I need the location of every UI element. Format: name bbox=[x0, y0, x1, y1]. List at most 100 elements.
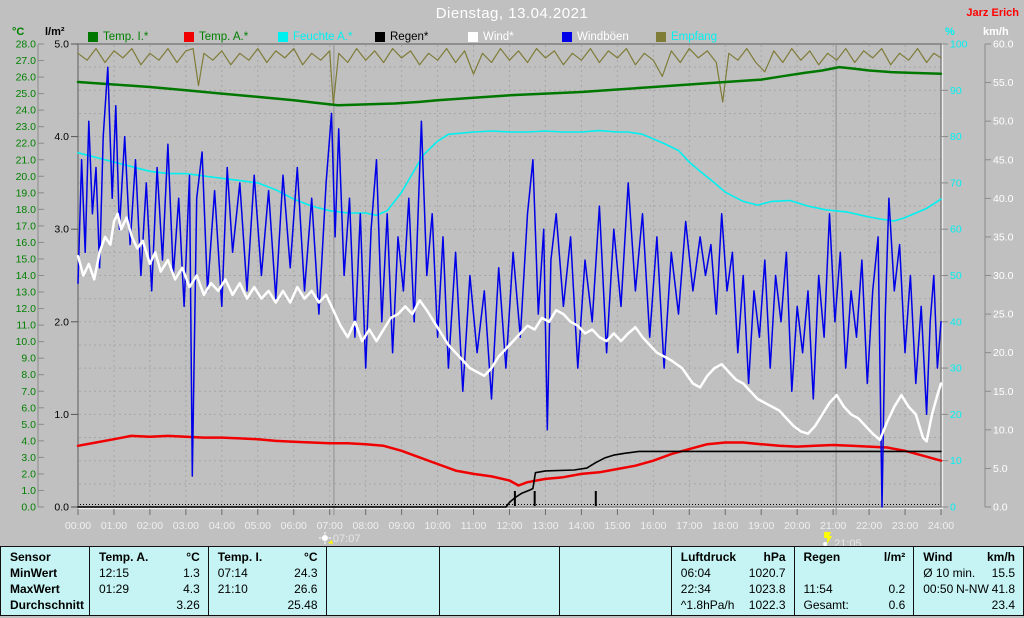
svg-text:12:00: 12:00 bbox=[496, 520, 522, 532]
svg-text:15.0: 15.0 bbox=[993, 386, 1014, 398]
svg-text:19:00: 19:00 bbox=[748, 520, 774, 532]
svg-text:12.0: 12.0 bbox=[16, 303, 37, 315]
windboeen-swatch-icon bbox=[562, 32, 572, 42]
svg-text:0.0: 0.0 bbox=[21, 502, 36, 514]
svg-text:00:00: 00:00 bbox=[65, 520, 91, 532]
svg-text:6.0: 6.0 bbox=[21, 402, 36, 414]
table-row: Luftdruck hPa bbox=[680, 550, 786, 564]
svg-text:80: 80 bbox=[950, 131, 962, 143]
table-row bbox=[804, 566, 906, 582]
temp-i-swatch-icon bbox=[88, 32, 98, 42]
legend-item-empfang: Empfang bbox=[656, 31, 717, 43]
legend-label: Feuchte A.* bbox=[293, 31, 353, 43]
svg-text:1.0: 1.0 bbox=[21, 485, 36, 497]
table-col-luftdruck: Luftdruck hPa 06:04 1020.7 22:34 1023.8 ^1.… bbox=[670, 547, 794, 615]
legend-item-windboeen: Windböen bbox=[562, 31, 629, 43]
svg-text:0.0: 0.0 bbox=[993, 502, 1008, 514]
legend-label: Windböen bbox=[577, 31, 629, 43]
feuchte-swatch-icon bbox=[278, 32, 288, 42]
table-row: 12:15 1.3 bbox=[99, 566, 200, 580]
svg-text:1.0: 1.0 bbox=[54, 409, 69, 421]
table-row: 21:10 26.6 bbox=[217, 582, 318, 596]
table-col-empty-1 bbox=[325, 547, 440, 615]
wind-swatch-icon bbox=[468, 32, 478, 42]
svg-text:30.0: 30.0 bbox=[993, 270, 1014, 282]
table-row: 23.4 bbox=[991, 598, 1016, 612]
svg-text:23:00: 23:00 bbox=[892, 520, 918, 532]
legend-label: Empfang bbox=[671, 31, 718, 43]
svg-text:19.0: 19.0 bbox=[16, 187, 37, 199]
table-row: ^1.8hPa/h 1022.3 bbox=[680, 598, 786, 612]
table-row: 3.26 bbox=[176, 598, 200, 612]
svg-text:2.0: 2.0 bbox=[54, 316, 69, 328]
legend-item-feuchte: Feuchte A.* bbox=[278, 31, 352, 43]
svg-text:21.0: 21.0 bbox=[16, 154, 37, 166]
svg-text:22.0: 22.0 bbox=[16, 138, 37, 150]
svg-text:45.0: 45.0 bbox=[993, 154, 1014, 166]
svg-text:20.0: 20.0 bbox=[993, 347, 1014, 359]
svg-text:30: 30 bbox=[950, 363, 962, 375]
table-row: 00:50 N-NW 41.8 bbox=[923, 582, 1016, 596]
legend-item-regen: Regen* bbox=[375, 31, 428, 43]
legend-label: Temp. I.* bbox=[103, 31, 149, 43]
svg-text:18.0: 18.0 bbox=[16, 204, 37, 216]
svg-text:07:07: 07:07 bbox=[333, 533, 361, 545]
svg-text:18:00: 18:00 bbox=[712, 520, 738, 532]
svg-text:10.0: 10.0 bbox=[993, 424, 1014, 436]
svg-text:07:00: 07:00 bbox=[317, 520, 343, 532]
svg-text:06:00: 06:00 bbox=[281, 520, 307, 532]
svg-text:26.0: 26.0 bbox=[16, 72, 37, 84]
table-col-temp-i: Temp. I. °C 07:14 24.3 21:10 26.6 25.48 bbox=[207, 547, 326, 615]
table-row: 01:29 4.3 bbox=[99, 582, 200, 596]
chart-canvas: 0.0 1.0 2.0 3.0 4.0 5.0 6.0 7.0 8.0 9.0 10.0 11.0 12… bbox=[16, 39, 1014, 546]
svg-text:20:00: 20:00 bbox=[784, 520, 810, 532]
axis-unit-rain: l/m² bbox=[45, 26, 65, 38]
legend-label: Temp. A.* bbox=[199, 31, 249, 43]
table-row: MinWert bbox=[10, 566, 58, 580]
svg-text:08:00: 08:00 bbox=[353, 520, 379, 532]
svg-text:4.0: 4.0 bbox=[21, 435, 36, 447]
svg-text:13.0: 13.0 bbox=[16, 287, 37, 299]
table-row: 22:34 1023.8 bbox=[680, 582, 786, 596]
table-col-empty-3 bbox=[559, 547, 671, 615]
axis-unit-wind: km/h bbox=[983, 26, 1009, 38]
table-row: 25.48 bbox=[287, 598, 318, 612]
svg-text:03:00: 03:00 bbox=[173, 520, 199, 532]
table-col-regen: Regen l/m² 11:54 0.2 Gesamt: 0.6 bbox=[793, 547, 914, 615]
svg-text:02:00: 02:00 bbox=[137, 520, 163, 532]
legend-item-temp-i: Temp. I.* bbox=[88, 31, 148, 43]
table-row: 07:14 24.3 bbox=[217, 566, 318, 580]
svg-text:05:00: 05:00 bbox=[245, 520, 271, 532]
svg-text:4.0: 4.0 bbox=[54, 131, 69, 143]
svg-text:15:00: 15:00 bbox=[604, 520, 630, 532]
table-row: Gesamt: 0.6 bbox=[803, 598, 906, 612]
svg-text:21:00: 21:00 bbox=[820, 520, 846, 532]
svg-text:23.0: 23.0 bbox=[16, 121, 37, 133]
table-row: Temp. A. °C bbox=[99, 550, 200, 564]
svg-text:50.0: 50.0 bbox=[993, 116, 1014, 128]
table-row: Temp. I. °C bbox=[217, 550, 318, 564]
svg-text:25.0: 25.0 bbox=[16, 88, 37, 100]
svg-text:01:00: 01:00 bbox=[101, 520, 127, 532]
svg-text:5.0: 5.0 bbox=[993, 463, 1008, 475]
legend-label: Regen* bbox=[390, 31, 429, 43]
svg-text:25.0: 25.0 bbox=[993, 309, 1014, 321]
svg-text:35.0: 35.0 bbox=[993, 231, 1014, 243]
svg-text:16:00: 16:00 bbox=[640, 520, 666, 532]
page-title: Dienstag, 13.04.2021 bbox=[435, 5, 589, 22]
svg-text:5.0: 5.0 bbox=[21, 419, 36, 431]
svg-text:15.0: 15.0 bbox=[16, 253, 37, 265]
svg-text:70: 70 bbox=[950, 177, 962, 189]
svg-text:0: 0 bbox=[950, 502, 956, 514]
svg-text:60: 60 bbox=[950, 224, 962, 236]
svg-text:04:00: 04:00 bbox=[209, 520, 235, 532]
table-col-empty-2 bbox=[439, 547, 559, 615]
svg-text:0.0: 0.0 bbox=[54, 502, 69, 514]
svg-text:09:00: 09:00 bbox=[388, 520, 414, 532]
svg-text:3.0: 3.0 bbox=[54, 224, 69, 236]
temp-a-swatch-icon bbox=[184, 32, 194, 42]
svg-text:90: 90 bbox=[950, 85, 962, 97]
svg-text:27.0: 27.0 bbox=[16, 55, 37, 67]
svg-text:14:00: 14:00 bbox=[568, 520, 594, 532]
svg-text:9.0: 9.0 bbox=[21, 353, 36, 365]
